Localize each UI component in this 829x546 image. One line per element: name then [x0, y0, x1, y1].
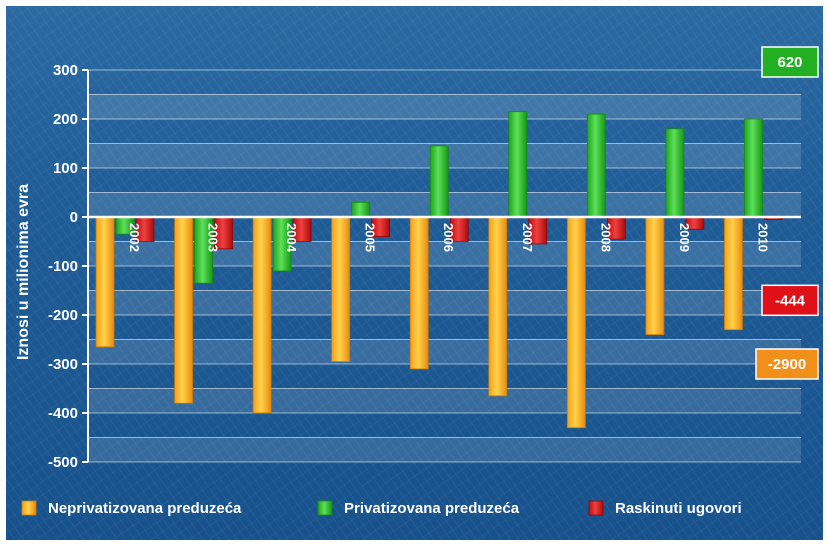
total-badge-label: -2900	[768, 356, 806, 373]
y-tick-label: 300	[53, 62, 78, 79]
chart-frame: 300 200 100 0 -100 -200 -300 -400 -500 2002 2003 2…	[6, 6, 823, 540]
bar-privatizovana-2008	[586, 113, 606, 218]
legend-swatch-0	[21, 500, 37, 516]
y-tick-label: 0	[70, 209, 78, 226]
y-tick-label: -200	[48, 307, 78, 324]
total-badge-label: 620	[777, 54, 802, 71]
grid-band	[88, 94, 801, 119]
bar-neprivatizovana-2009	[645, 216, 665, 335]
total-badge-2	[755, 348, 819, 380]
year-label-2003: 2003	[206, 223, 221, 252]
bar-neprivatizovana-2010	[724, 216, 743, 331]
bar-neprivatizovana-2003	[174, 216, 193, 404]
year-label-2005: 2005	[363, 223, 378, 252]
year-label-2008: 2008	[598, 223, 613, 252]
legend-label-0: Neprivatizovana preduzeća	[48, 500, 242, 517]
total-badge-label: -444	[775, 292, 806, 309]
bar-privatizovana-2006	[429, 145, 449, 218]
grid-band	[88, 437, 801, 462]
bar-privatizovana-2005	[351, 201, 371, 218]
legend-label-1: Privatizovana preduzeća	[344, 500, 520, 517]
bar-neprivatizovana-2007	[488, 216, 508, 397]
total-badge-0	[761, 46, 819, 78]
year-label-2006: 2006	[441, 223, 456, 252]
year-label-2002: 2002	[127, 223, 142, 252]
bar-privatizovana-2009	[665, 128, 685, 218]
bar-neprivatizovana-2006	[409, 216, 429, 370]
total-badge-1	[761, 284, 819, 317]
year-label-2010: 2010	[755, 223, 770, 252]
y-tick-label: -100	[48, 258, 78, 275]
grid-band	[88, 388, 801, 413]
grid-band	[88, 339, 801, 364]
year-labels: 2002 2003 2004 2005 2006 2007 2008 2009 2010	[127, 223, 770, 253]
bar-privatizovana-2007	[508, 111, 528, 218]
year-label-2009: 2009	[677, 223, 692, 252]
year-label-2007: 2007	[520, 223, 535, 252]
y-tick-label: -500	[48, 454, 78, 471]
legend-swatch-1	[317, 500, 333, 516]
bar-neprivatizovana-2005	[331, 216, 351, 362]
bar-neprivatizovana-2004	[252, 216, 272, 414]
legend-swatch-2	[588, 500, 604, 516]
total-badges: 620 -444 -2900	[755, 46, 819, 380]
y-tick-label: 100	[53, 160, 78, 177]
y-tick-label: 200	[53, 111, 78, 128]
y-axis-label: Iznosi u milionima evra	[15, 184, 32, 360]
y-tick-label: -400	[48, 405, 78, 422]
y-tick-label: -300	[48, 356, 78, 373]
grid-band	[88, 290, 801, 315]
y-tick-labels: 300 200 100 0 -100 -200 -300 -400 -500	[48, 62, 88, 471]
bar-privatizovana-2010	[744, 118, 763, 218]
legend-label-2: Raskinuti ugovori	[615, 500, 742, 517]
bar-neprivatizovana-2008	[566, 216, 586, 429]
legend: Neprivatizovana preduzeća Privatizovana p…	[21, 500, 742, 517]
bar-neprivatizovana-2002	[95, 216, 115, 348]
year-label-2004: 2004	[284, 223, 299, 253]
